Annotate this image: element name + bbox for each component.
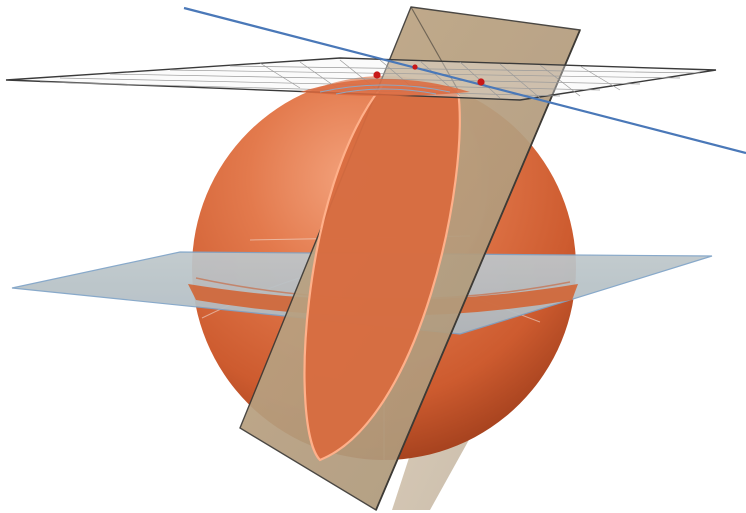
tangent-plane <box>5 57 717 101</box>
vertical-plane-edge <box>375 29 581 511</box>
blue-line <box>183 6 746 155</box>
point-a <box>373 71 381 79</box>
sphere-cut-face <box>304 86 460 460</box>
tangent-plane-grid <box>39 59 701 99</box>
point-c <box>477 78 485 86</box>
section-circle <box>303 85 461 462</box>
sphere-top-cap <box>300 79 470 96</box>
point-b <box>412 64 418 70</box>
